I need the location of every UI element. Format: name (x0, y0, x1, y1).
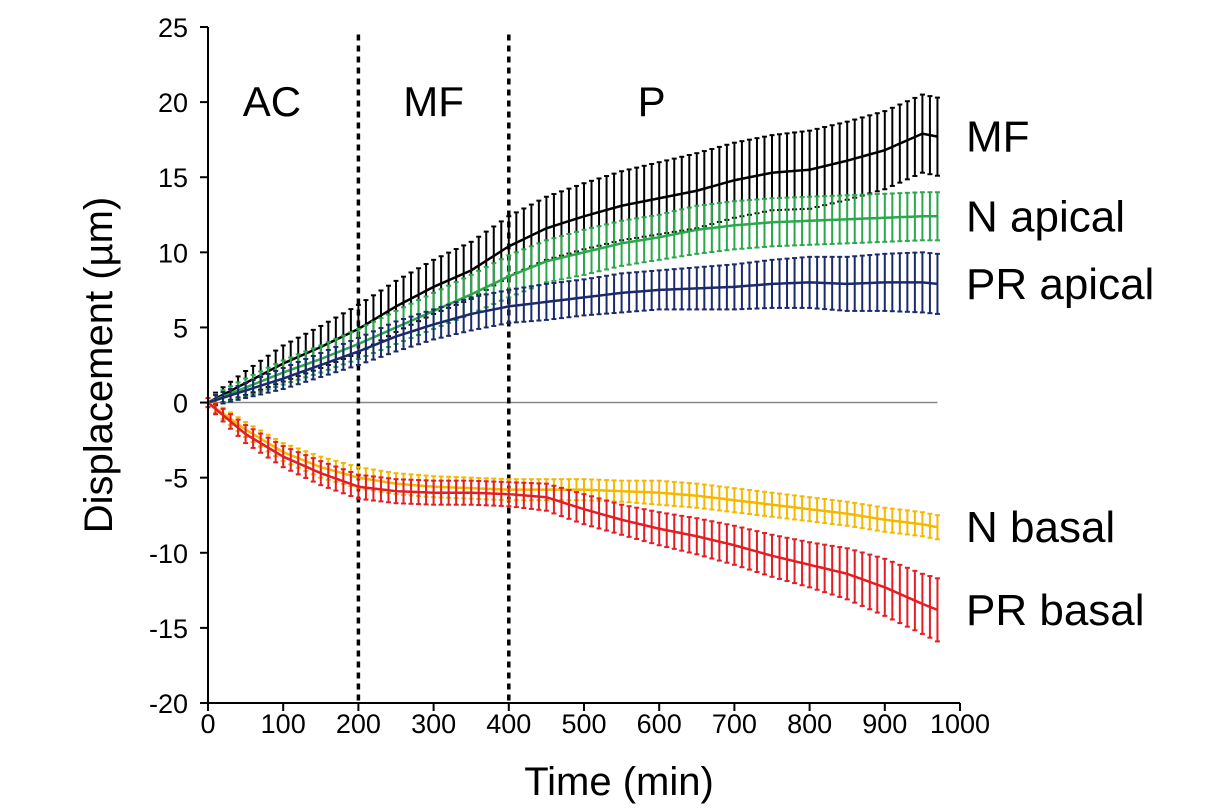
series-line (207, 401, 938, 529)
series-label: PR basal (966, 586, 1145, 635)
series-n-basal (205, 397, 940, 541)
y-tick-label: -5 (164, 464, 188, 494)
x-tick-label: 800 (787, 709, 832, 739)
series-line (207, 132, 938, 404)
y-tick-label: -10 (149, 539, 188, 569)
x-tick-label: 400 (486, 709, 531, 739)
y-tick-label: 25 (158, 13, 188, 43)
labels: MF N apical PR apical N basal PR basal 25 20 15… (149, 13, 1154, 739)
y-tick-label: -20 (149, 689, 188, 719)
x-tick-label: 100 (261, 709, 306, 739)
x-tick-label: 900 (862, 709, 907, 739)
series-line (207, 281, 938, 404)
series-line (207, 215, 938, 404)
phase-label-p: P (638, 78, 666, 125)
series-label: MF (966, 113, 1030, 162)
y-tick-label: 0 (173, 389, 188, 419)
series-layer (205, 93, 940, 643)
x-tick-label: 700 (712, 709, 757, 739)
x-tick-label: 0 (200, 709, 215, 739)
x-tick-label: 1000 (930, 709, 990, 739)
reference-lines (208, 34, 938, 703)
axes (200, 26, 961, 711)
x-tick-label: 200 (336, 709, 381, 739)
x-axis-title: Time (min) (524, 760, 714, 804)
series-label: PR apical (966, 260, 1154, 309)
series-pr-apical (205, 251, 940, 409)
series-label: N basal (966, 503, 1115, 552)
phase-label-ac: AC (243, 78, 301, 125)
phase-label-mf: MF (403, 78, 464, 125)
series-label: N apical (966, 192, 1125, 241)
y-tick-label: 15 (158, 163, 188, 193)
x-tick-label: 500 (561, 709, 606, 739)
x-tick-label: 300 (411, 709, 456, 739)
y-tick-label: 5 (173, 313, 188, 343)
y-tick-label: 10 (158, 238, 188, 268)
y-axis-title: Displacement (µm) (77, 197, 121, 533)
series-pr-basal (205, 397, 940, 643)
series-line (207, 401, 938, 612)
y-tick-label: -15 (149, 614, 188, 644)
x-tick-label: 600 (637, 709, 682, 739)
y-tick-label: 20 (158, 88, 188, 118)
